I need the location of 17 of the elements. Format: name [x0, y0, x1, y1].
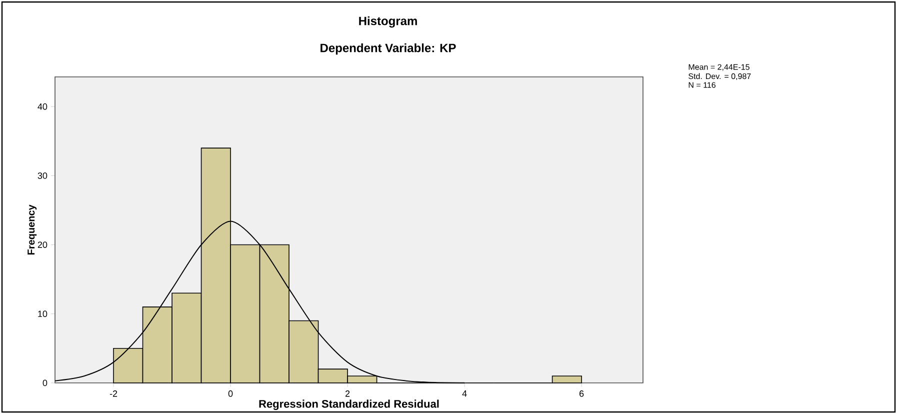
chart-subtitle: Dependent Variable: KP: [320, 43, 456, 55]
y-tick-label: 20: [38, 242, 48, 248]
x-tick-label: 4: [462, 390, 467, 397]
x-tick-label: -2: [110, 390, 118, 397]
x-tick-label: 6: [580, 390, 584, 397]
y-tick-label: 30: [38, 172, 48, 179]
x-axis-title: Regression Standardized Residual: [259, 400, 439, 410]
x-tick-label: 0: [228, 390, 233, 397]
y-axis-title: Frequency: [28, 204, 37, 255]
y-tick-label: 10: [38, 310, 48, 318]
text: Std. Dev. = 0,987: [688, 73, 751, 80]
y-tick-label: 40: [38, 103, 48, 110]
x-tick-label: 2: [345, 390, 350, 397]
text: N = 116: [688, 82, 716, 88]
text: Mean = 2,44E-15: [688, 64, 750, 71]
y-tick-label: 0: [42, 380, 48, 386]
chart-title: Histogram: [359, 16, 417, 28]
